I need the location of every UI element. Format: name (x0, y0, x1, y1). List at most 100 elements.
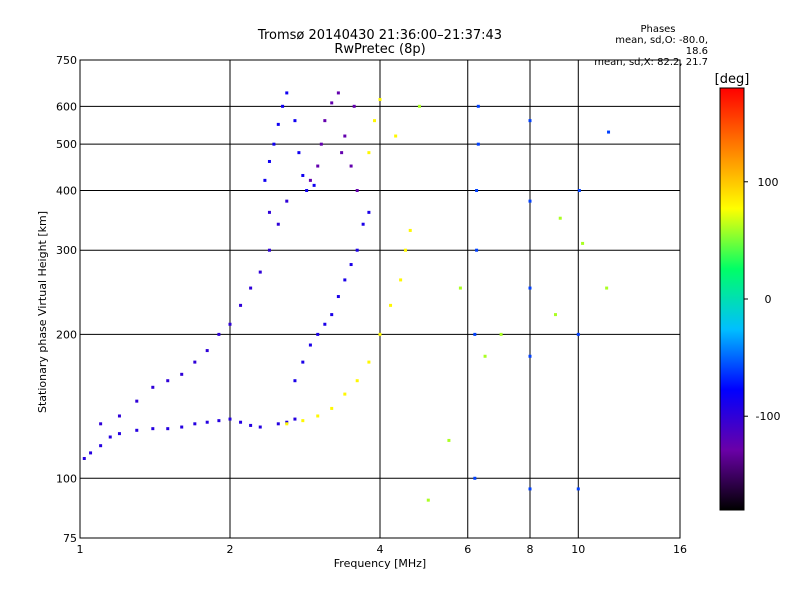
data-point (336, 295, 340, 299)
data-point (82, 456, 86, 460)
data-point (217, 332, 221, 336)
data-point (117, 432, 121, 436)
y-tick-label: 75 (63, 532, 77, 545)
data-point (399, 278, 403, 282)
y-tick-label: 100 (56, 472, 77, 485)
data-point (135, 399, 139, 403)
y-tick-label: 500 (56, 138, 77, 151)
data-point (249, 423, 253, 427)
data-point (180, 425, 184, 429)
data-point (312, 183, 316, 187)
data-point (293, 119, 297, 123)
data-point (305, 188, 309, 192)
data-point (349, 164, 353, 168)
data-point (258, 425, 262, 429)
data-point (276, 422, 280, 426)
data-point (476, 104, 480, 108)
data-point (316, 164, 320, 168)
data-point (447, 438, 451, 442)
data-point (267, 248, 271, 252)
data-point (239, 303, 243, 307)
x-tick-label: 2 (227, 543, 234, 556)
data-point (475, 248, 479, 252)
y-tick-label: 600 (56, 100, 77, 113)
colorbar-tick-label: -100 (756, 410, 781, 423)
colorbar: [deg] 100 0 -100 (715, 72, 781, 511)
data-point (343, 134, 347, 138)
chart-title: Tromsø 20140430 21:36:00–21:37:43 (257, 28, 503, 43)
data-point (499, 332, 503, 336)
data-point (99, 444, 103, 448)
colorbar-tick-label: 100 (758, 176, 779, 189)
grid-lines (80, 60, 680, 538)
data-point (228, 417, 232, 421)
data-point (293, 379, 297, 383)
x-tick-label: 6 (464, 543, 471, 556)
data-point (553, 313, 557, 317)
x-tick-label: 4 (377, 543, 384, 556)
data-point (349, 263, 353, 267)
y-axis-ticks: 75 100 200 300 400 500 600 750 (56, 54, 77, 545)
data-point (301, 360, 305, 364)
data-point (528, 286, 532, 290)
data-point (151, 427, 155, 431)
data-point (180, 372, 184, 376)
data-point (205, 349, 209, 353)
data-point (281, 104, 285, 108)
data-point (151, 385, 155, 389)
data-point (193, 422, 197, 426)
data-point (607, 130, 611, 134)
x-tick-label: 16 (673, 543, 687, 556)
y-tick-label: 200 (56, 328, 77, 341)
x-axis-ticks: 1 2 4 6 8 10 16 (77, 543, 688, 556)
x-axis-label: Frequency [MHz] (334, 557, 426, 570)
data-point (323, 119, 327, 123)
data-point (330, 406, 334, 410)
data-point (403, 248, 407, 252)
y-tick-label: 400 (56, 184, 77, 197)
data-point (378, 98, 382, 102)
data-point (316, 414, 320, 418)
data-point (285, 422, 289, 426)
data-point (249, 286, 253, 290)
data-point (330, 101, 334, 105)
x-tick-label: 8 (527, 543, 534, 556)
data-point (528, 199, 532, 203)
data-point (473, 476, 477, 480)
data-point (528, 487, 532, 491)
data-point (373, 119, 377, 123)
data-point (605, 286, 609, 290)
data-point (528, 119, 532, 123)
data-point (228, 322, 232, 326)
data-point (135, 428, 139, 432)
data-point (389, 303, 393, 307)
data-point (367, 151, 371, 155)
data-point (193, 360, 197, 364)
data-point (394, 134, 398, 138)
phase-stats: Phases mean, sd,O: -80.0, 18.6 mean, sd,… (590, 24, 708, 68)
data-point (476, 142, 480, 146)
colorbar-gradient (719, 87, 745, 511)
data-point (285, 420, 289, 424)
data-point (558, 216, 562, 220)
stats-o-mode: mean, sd,O: -80.0, 18.6 (615, 35, 708, 57)
data-point (308, 178, 312, 182)
data-points (82, 91, 611, 502)
y-axis-label: Stationary phase Virtual Height [km] (36, 211, 49, 413)
data-point (576, 487, 580, 491)
data-point (276, 222, 280, 226)
data-point (319, 142, 323, 146)
data-point (89, 451, 93, 455)
data-point (576, 332, 580, 336)
colorbar-label: [deg] (715, 72, 750, 87)
x-tick-label: 10 (571, 543, 585, 556)
data-point (285, 91, 289, 95)
data-point (285, 199, 289, 203)
stats-heading: Phases (640, 24, 676, 35)
data-point (323, 322, 327, 326)
data-point (475, 188, 479, 192)
data-point (263, 178, 267, 182)
data-point (367, 210, 371, 214)
data-point (367, 360, 371, 364)
